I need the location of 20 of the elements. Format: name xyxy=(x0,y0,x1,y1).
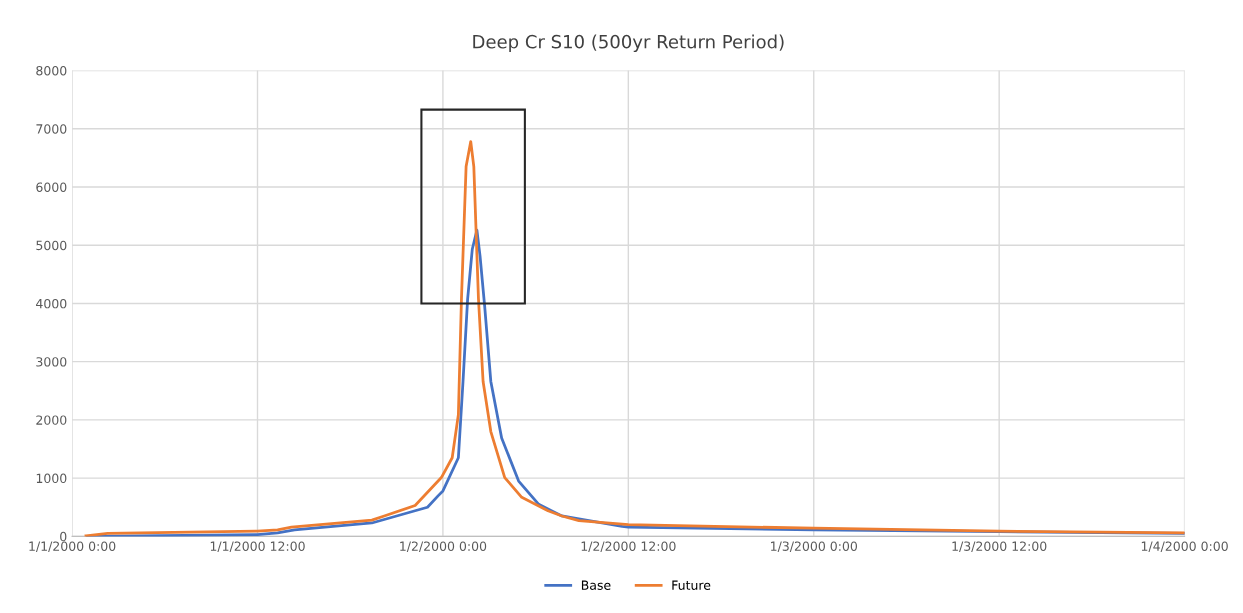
y-tick-label: 8000 xyxy=(36,65,67,76)
x-tick-label: 1/4/2000 0:00 xyxy=(1141,541,1228,552)
line-series xyxy=(84,140,1185,537)
y-tick-label: 5000 xyxy=(36,240,67,251)
y-tick-label: 3000 xyxy=(36,357,67,367)
y-tick-label: 6000 xyxy=(36,182,67,192)
x-tick-label: 1/2/2000 12:00 xyxy=(581,541,676,552)
y-tick-label: 1000 xyxy=(36,473,67,484)
x-tick-label: 1/2/2000 0:00 xyxy=(400,541,487,552)
x-tick-label: 1/3/2000 0:00 xyxy=(771,541,858,552)
x-tick-label: 1/1/2000 0:00 xyxy=(29,541,116,552)
y-tick-label: 4000 xyxy=(36,298,67,309)
y-tick-label: 7000 xyxy=(36,124,67,134)
x-tick-label: 1/1/2000 12:00 xyxy=(210,541,305,552)
x-tick-label: 1/3/2000 12:00 xyxy=(952,541,1047,552)
legend-label: Base xyxy=(581,580,611,590)
y-tick-label: 0 xyxy=(60,531,67,542)
legend-label: Future xyxy=(672,580,711,590)
y-tick-label: 2000 xyxy=(36,415,67,425)
chart-title: Deep Cr S10 (500yr Return Period) xyxy=(473,34,784,53)
